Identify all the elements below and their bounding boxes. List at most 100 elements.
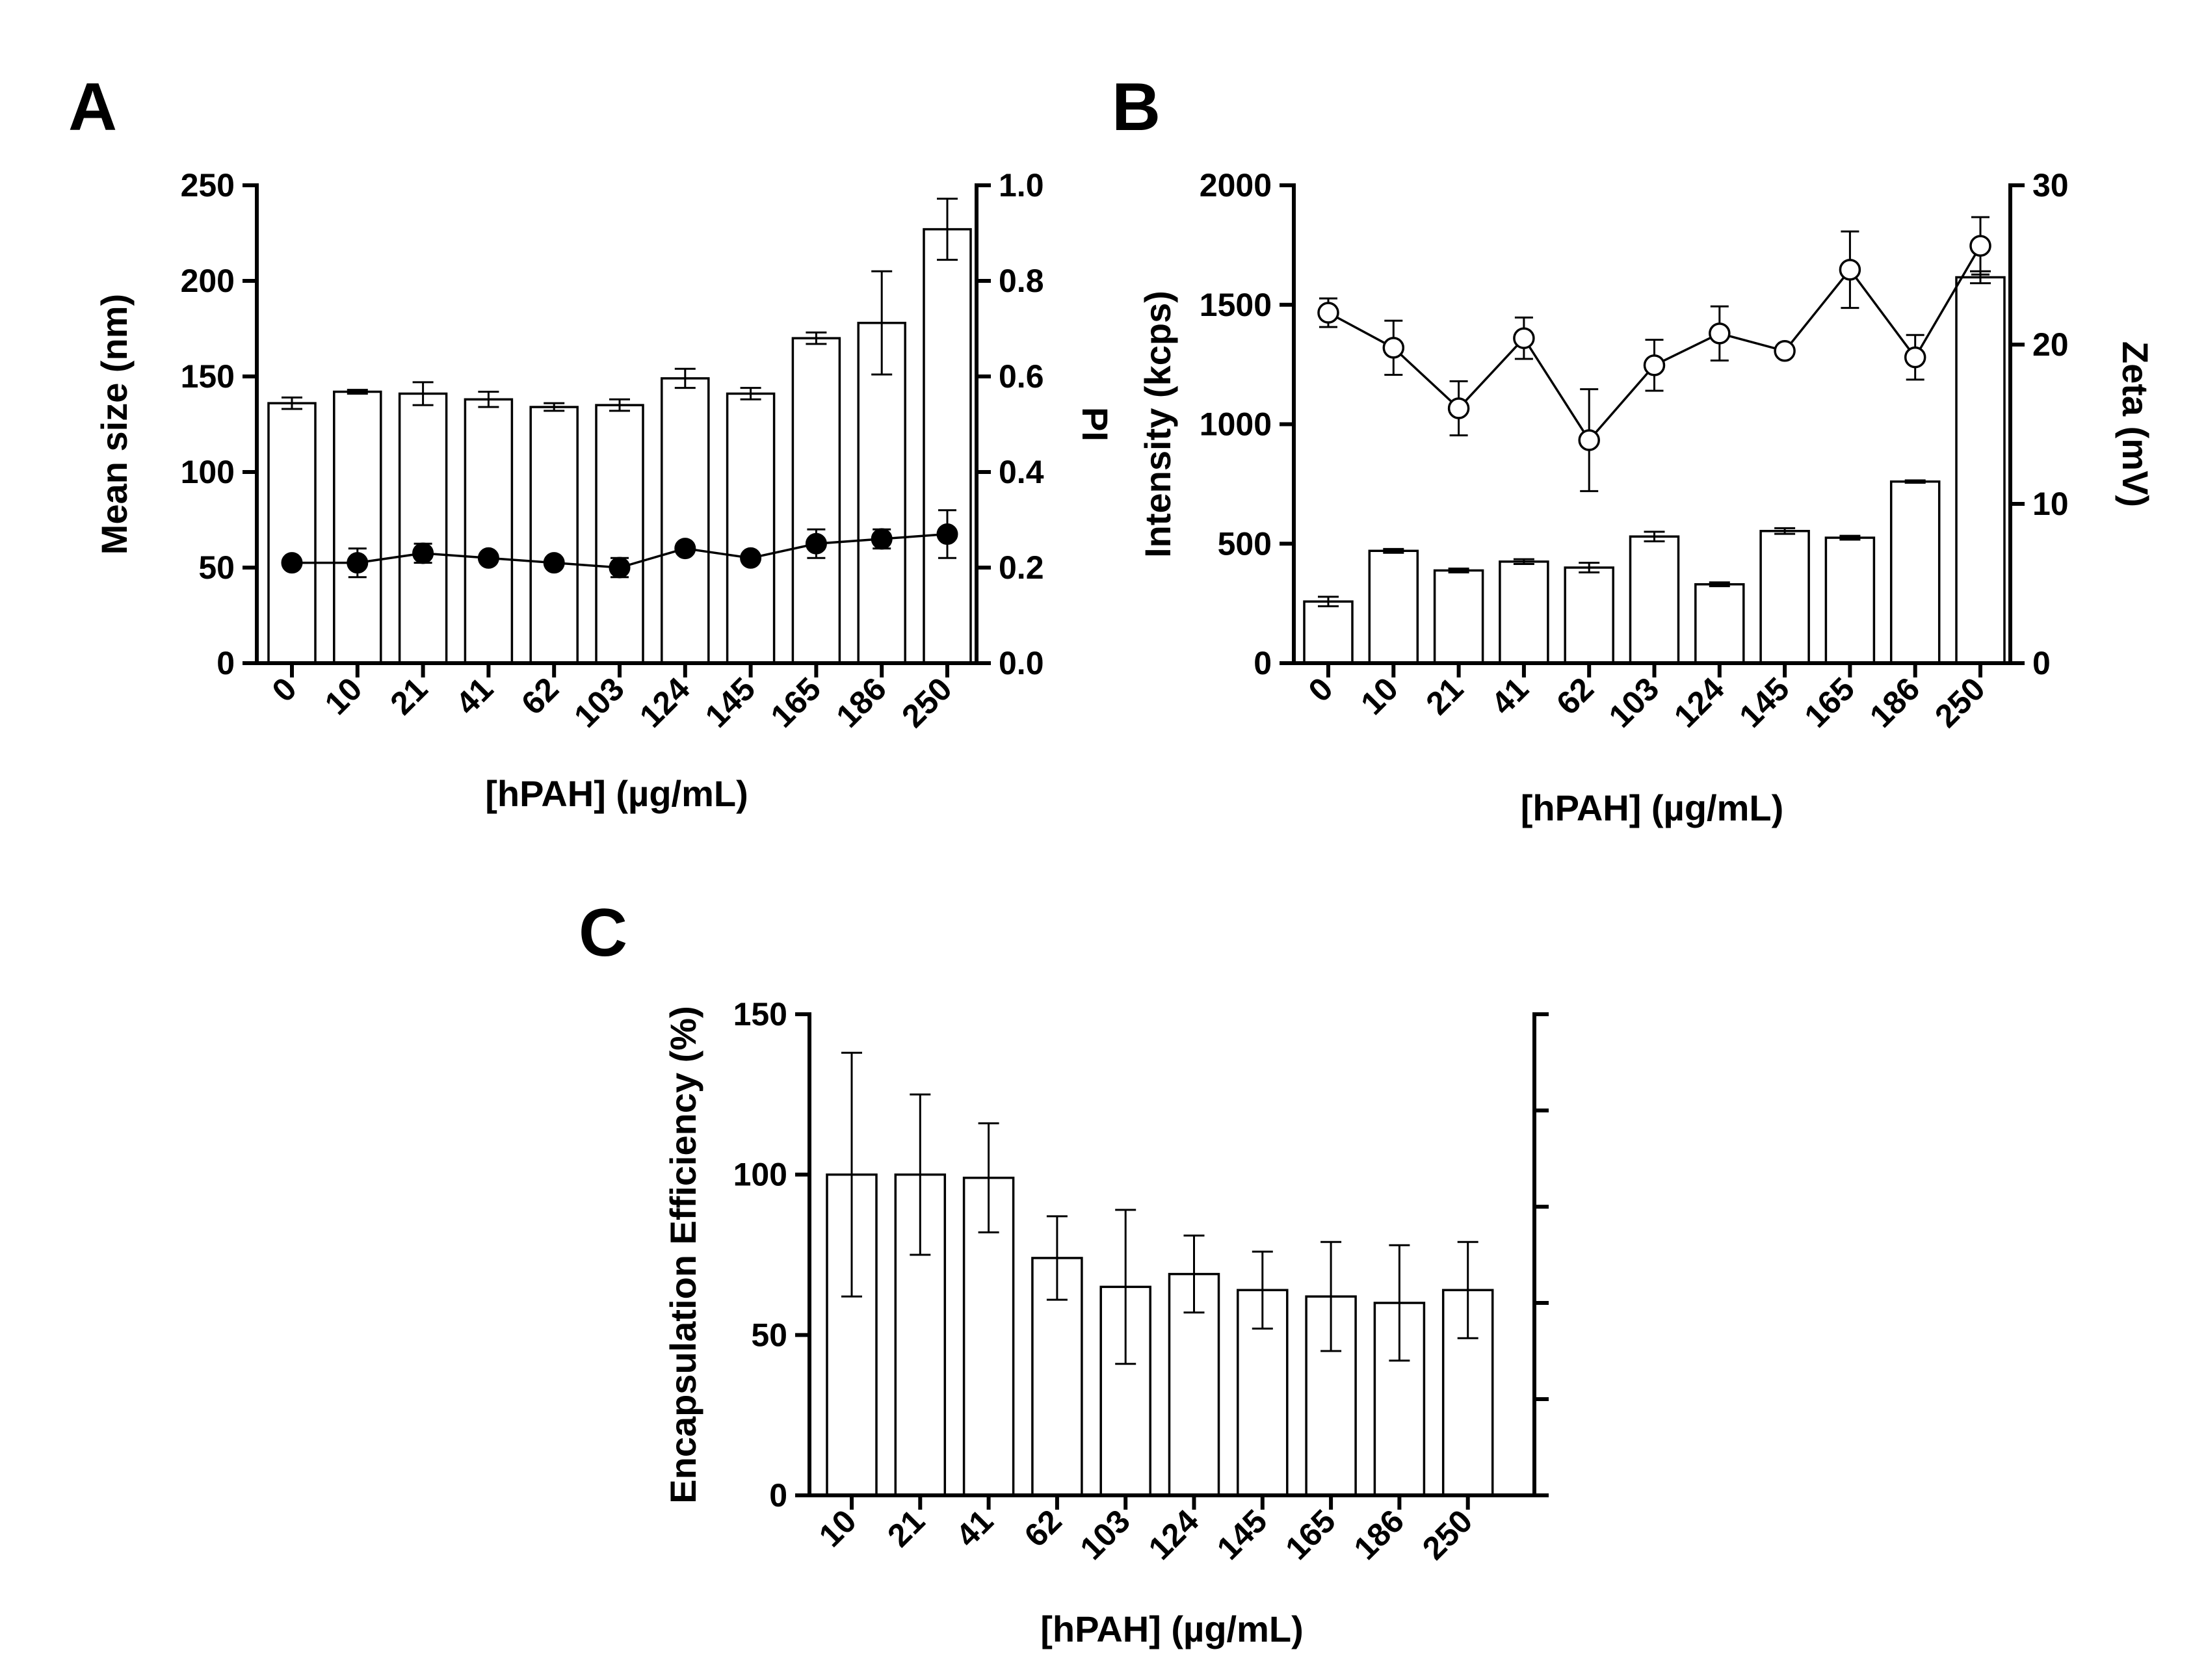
x-tick-label: 21: [383, 670, 434, 722]
bar: [1303, 600, 1354, 664]
x-tick-label: 21: [880, 1503, 932, 1554]
data-point: [1317, 302, 1339, 324]
x-tick-label: 62: [1549, 670, 1601, 722]
y-axis-title: Intensity (kcps): [1137, 291, 1178, 558]
data-point: [1447, 397, 1470, 419]
y-tick-label: 1000: [1200, 406, 1272, 443]
y2-tick-label: 1.0: [999, 167, 1044, 203]
x-tick-label: 10: [318, 670, 369, 722]
bar: [661, 377, 710, 664]
x-tick-label: 165: [1278, 1503, 1343, 1567]
y-tick-label: 100: [733, 1157, 787, 1193]
panel-a: A 0 50 100 150 200 250 0.0 0.2 0.4 0.6 0.8 1.0 0 10 21 4…: [68, 70, 1116, 814]
bar: [1499, 560, 1549, 664]
panel-c: C 0 50 100 150 10 21 41 62 103 124 145 165 186 250 [hPA…: [579, 895, 1549, 1649]
panel-letter: C: [579, 895, 627, 971]
x-axis-title: [hPAH] (µg/mL): [485, 773, 748, 814]
y2-tick-label: 0.8: [999, 263, 1044, 299]
bar: [1759, 530, 1810, 664]
x-tick-label: 0: [265, 670, 304, 709]
bar: [1694, 583, 1745, 664]
y-tick-label: 50: [751, 1317, 787, 1353]
y-tick-label: 0: [217, 645, 235, 681]
x-tick-label: 10: [1354, 670, 1405, 722]
bar: [1955, 276, 2006, 664]
data-point: [871, 528, 893, 550]
bar: [1368, 549, 1419, 664]
y2-tick-label: 10: [2032, 486, 2069, 522]
bar: [1564, 566, 1614, 664]
x-tick-label: 250: [895, 670, 959, 735]
x-tick-label: 41: [449, 670, 500, 722]
x-tick-label: 103: [567, 670, 631, 735]
bar: [857, 321, 906, 664]
data-point: [347, 552, 369, 574]
y-tick-label: 100: [181, 454, 235, 490]
y-axis-title: Encapsulation Efficiency (%): [663, 1006, 703, 1504]
bar: [529, 406, 579, 664]
x-tick-label: 250: [1415, 1503, 1480, 1567]
y-tick-label: 250: [181, 167, 235, 203]
y-tick-label: 500: [1218, 525, 1272, 562]
panel-letter: B: [1112, 70, 1161, 145]
data-point: [1709, 322, 1731, 345]
y-tick-label: 1500: [1200, 287, 1272, 323]
data-point: [1904, 346, 1926, 369]
bar: [464, 398, 514, 664]
x-tick-label: 124: [633, 670, 697, 735]
bar: [1824, 536, 1876, 664]
x-tick-label: 62: [1018, 1503, 1069, 1554]
x-tick-label: 0: [1302, 670, 1340, 709]
x-tick-label: 145: [698, 670, 763, 735]
data-point: [1839, 259, 1861, 281]
data-point: [281, 552, 303, 574]
x-tick-label: 103: [1602, 670, 1666, 735]
y-tick-label: 200: [181, 263, 235, 299]
x-tick-label: 186: [1347, 1503, 1412, 1567]
x-axis-title: [hPAH] (µg/mL): [1521, 787, 1783, 828]
bar: [923, 228, 972, 664]
bar: [1433, 569, 1484, 664]
data-point: [543, 552, 565, 574]
data-point: [609, 557, 631, 579]
x-tick-label: 165: [1798, 670, 1862, 735]
bar: [1629, 535, 1680, 664]
bar: [1889, 480, 1941, 664]
bar: [726, 392, 776, 664]
bar: [267, 402, 317, 664]
y2-tick-label: 0.4: [999, 454, 1044, 490]
y-tick-label: 50: [198, 549, 235, 586]
y-tick-label: 150: [733, 996, 787, 1032]
x-tick-label: 62: [514, 670, 566, 722]
bar: [791, 337, 841, 664]
x-tick-label: 21: [1419, 670, 1470, 722]
y2-tick-label: 0: [2032, 645, 2051, 681]
y-tick-label: 150: [181, 358, 235, 395]
x-tick-label: 165: [764, 670, 828, 735]
y2-tick-label: 20: [2032, 326, 2069, 363]
data-point: [674, 538, 696, 560]
x-tick-label: 186: [829, 670, 893, 735]
data-point: [1578, 429, 1600, 451]
y2-axis-title: Zeta (mV): [2115, 341, 2156, 507]
x-tick-label: 103: [1073, 1503, 1137, 1567]
data-point: [936, 523, 958, 545]
x-axis-title: [hPAH] (µg/mL): [1040, 1608, 1303, 1649]
x-tick-label: 186: [1863, 670, 1927, 735]
data-point: [805, 532, 827, 555]
data-point: [412, 542, 434, 564]
data-point: [1774, 340, 1796, 362]
y-tick-label: 0: [1254, 645, 1272, 681]
x-tick-label: 145: [1210, 1503, 1274, 1567]
x-tick-label: 250: [1928, 670, 1992, 735]
y2-tick-label: 0.0: [999, 645, 1044, 681]
x-tick-label: 41: [949, 1503, 1000, 1554]
data-point: [1969, 235, 1991, 257]
bar: [962, 1176, 1015, 1497]
data-point: [740, 547, 762, 569]
x-tick-label: 124: [1667, 670, 1731, 735]
y2-tick-label: 30: [2032, 167, 2069, 203]
bar: [333, 390, 382, 664]
